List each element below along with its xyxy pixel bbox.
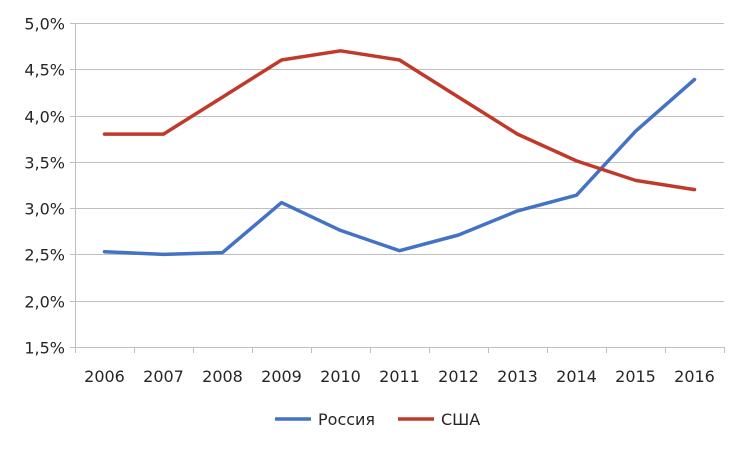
x-tick-label: 2013 [497, 367, 538, 386]
series-line-0 [102, 77, 697, 257]
x-tick-label: 2016 [674, 367, 715, 386]
legend: Россия США [275, 410, 480, 429]
series-layer [102, 49, 697, 257]
x-tick-label: 2012 [438, 367, 479, 386]
y-tick-label: 5,0% [24, 15, 65, 34]
series-line-1 [102, 49, 697, 192]
label-layer: 1,5% 2,0% 2,5% 3,0% 3,5% 4,0% 4,5% 5,0% 2006 2007… [24, 15, 715, 387]
y-tick-label: 2,5% [24, 246, 65, 265]
y-tick-label: 3,0% [24, 200, 65, 219]
axis-layer [70, 23, 725, 353]
x-tick-label: 2008 [202, 367, 243, 386]
x-tick-label: 2010 [320, 367, 361, 386]
y-tick-label: 2,0% [24, 293, 65, 312]
y-tick-label: 4,5% [24, 61, 65, 80]
y-tick-label: 3,5% [24, 154, 65, 173]
legend-label-1: США [441, 410, 480, 429]
x-tick-label: 2014 [556, 367, 597, 386]
grid-layer [75, 23, 724, 348]
x-tick-label: 2006 [84, 367, 125, 386]
x-tick-label: 2007 [143, 367, 184, 386]
y-tick-label: 1,5% [24, 339, 65, 358]
y-tick-label: 4,0% [24, 108, 65, 127]
legend-label-0: Россия [318, 410, 375, 429]
x-tick-label: 2015 [615, 367, 656, 386]
x-tick-label: 2009 [261, 367, 302, 386]
x-tick-label: 2011 [379, 367, 420, 386]
